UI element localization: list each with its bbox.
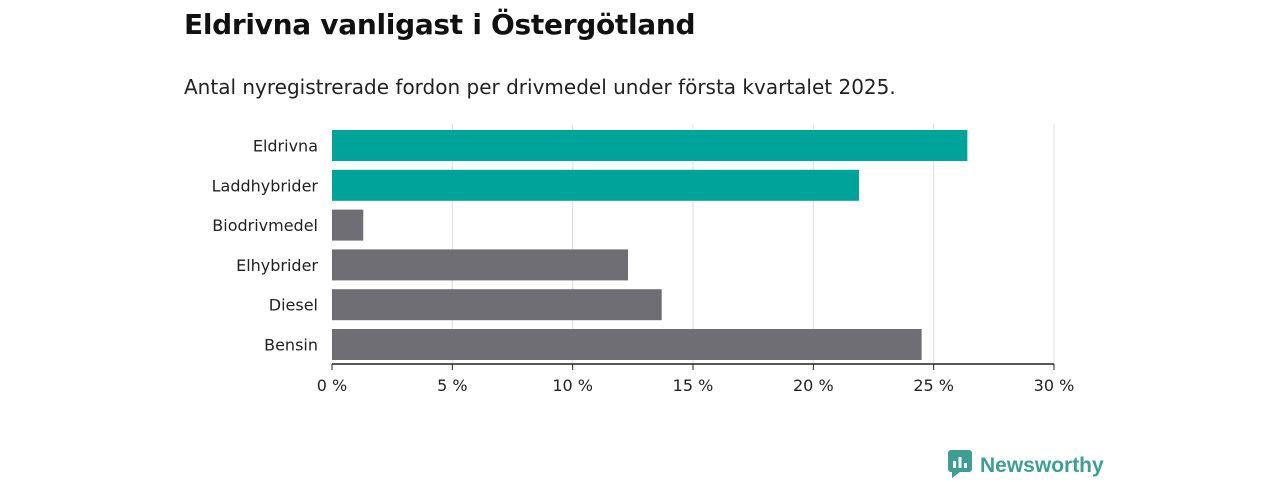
bar-chart: Eldrivna Laddhybrider Biodrivmedel Elhybrid…	[212, 124, 1075, 395]
x-tick-label: 10 %	[552, 376, 593, 395]
x-axis: 0 % 5 % 10 % 15 % 20 % 25 % 30 %	[317, 363, 1075, 395]
category-label: Laddhybrider	[212, 176, 319, 195]
x-tick-label: 20 %	[793, 376, 834, 395]
bar	[332, 289, 662, 321]
category-labels: Eldrivna Laddhybrider Biodrivmedel Elhybrid…	[212, 137, 319, 355]
bar	[332, 329, 922, 360]
category-label: Bensin	[264, 336, 318, 355]
x-tick-label: 0 %	[317, 376, 347, 395]
bar	[332, 130, 968, 161]
category-label: Eldrivna	[253, 137, 318, 156]
category-label: Elhybrider	[236, 256, 318, 275]
chart-title: Eldrivna vanligast i Östergötland	[184, 8, 696, 41]
bar	[332, 209, 364, 241]
bar	[332, 169, 860, 201]
newsworthy-logo-icon	[948, 450, 972, 482]
newsworthy-logo: Newsworthy	[948, 450, 1104, 482]
chart-subtitle: Antal nyregistrerade fordon per drivmede…	[184, 75, 896, 99]
x-tick-label: 5 %	[437, 376, 467, 395]
bars	[332, 130, 968, 360]
bar	[332, 249, 629, 281]
category-label: Biodrivmedel	[212, 216, 318, 235]
category-label: Diesel	[269, 296, 318, 315]
x-tick-label: 25 %	[913, 376, 954, 395]
x-tick-label: 15 %	[673, 376, 714, 395]
grid-lines	[451, 124, 1055, 364]
brand-name: Newsworthy	[980, 454, 1104, 477]
x-tick-label: 30 %	[1034, 376, 1075, 395]
